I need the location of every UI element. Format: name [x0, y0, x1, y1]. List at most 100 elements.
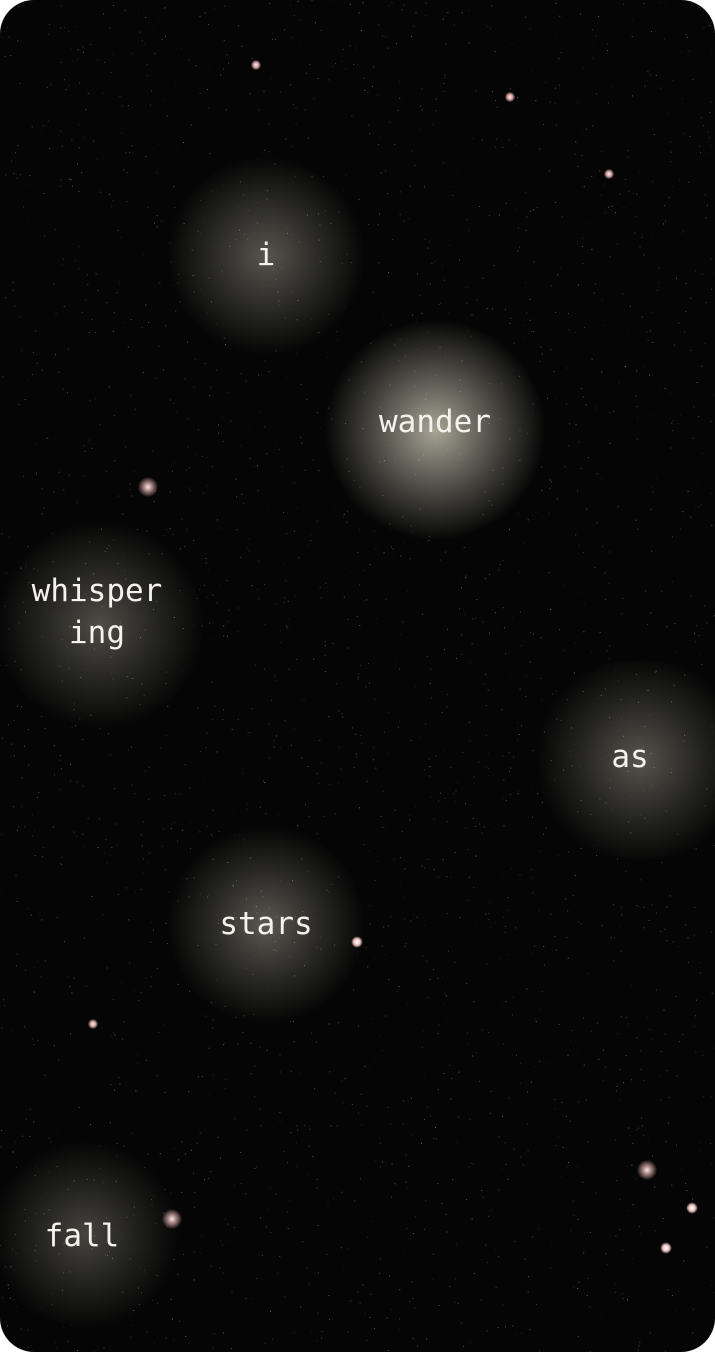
- noise-speck: [560, 1176, 561, 1177]
- noise-speck: [183, 628, 184, 629]
- noise-speck: [17, 145, 18, 146]
- noise-speck: [402, 9, 403, 10]
- noise-speck: [353, 64, 354, 65]
- noise-speck: [261, 891, 262, 892]
- word-stars[interactable]: stars: [219, 903, 312, 945]
- noise-speck: [488, 690, 489, 691]
- noise-speck: [610, 779, 611, 780]
- word-wander[interactable]: wander: [379, 401, 491, 443]
- noise-speck: [11, 1266, 12, 1267]
- noise-speck: [220, 75, 221, 76]
- noise-speck: [411, 740, 412, 741]
- noise-speck: [19, 404, 20, 405]
- noise-speck: [423, 96, 424, 97]
- noise-speck: [621, 613, 622, 614]
- noise-speck: [122, 513, 123, 514]
- noise-speck: [130, 489, 131, 490]
- noise-speck: [644, 254, 645, 255]
- noise-speck: [702, 1055, 703, 1056]
- noise-speck: [377, 619, 378, 620]
- noise-speck: [257, 589, 258, 590]
- noise-speck: [661, 591, 662, 592]
- noise-speck: [620, 925, 621, 926]
- noise-speck: [242, 46, 243, 47]
- noise-speck: [427, 656, 428, 657]
- noise-speck: [632, 1143, 633, 1144]
- noise-speck: [525, 283, 526, 284]
- noise-speck: [38, 792, 39, 793]
- noise-speck: [36, 473, 37, 474]
- noise-speck: [551, 760, 552, 761]
- noise-speck: [511, 868, 512, 869]
- noise-speck: [169, 892, 170, 893]
- noise-speck: [546, 828, 547, 829]
- noise-speck: [703, 1096, 704, 1097]
- noise-speck: [676, 1145, 677, 1146]
- noise-speck: [212, 1019, 213, 1020]
- noise-speck: [406, 943, 407, 944]
- noise-speck: [428, 859, 429, 860]
- noise-speck: [677, 834, 678, 835]
- noise-speck: [599, 798, 600, 799]
- noise-speck: [68, 1341, 69, 1342]
- noise-speck: [152, 25, 153, 26]
- noise-speck: [417, 543, 418, 544]
- noise-speck: [659, 2, 660, 3]
- noise-speck: [595, 36, 596, 37]
- noise-speck: [123, 1146, 124, 1147]
- noise-speck: [49, 24, 50, 25]
- noise-speck: [615, 1140, 616, 1141]
- noise-speck: [77, 782, 78, 783]
- noise-speck: [379, 136, 380, 137]
- noise-speck: [33, 1044, 34, 1045]
- word-i[interactable]: i: [257, 234, 276, 276]
- noise-speck: [223, 635, 224, 636]
- noise-speck: [638, 702, 639, 703]
- noise-speck: [429, 766, 430, 767]
- noise-speck: [570, 1230, 571, 1231]
- noise-speck: [711, 289, 712, 290]
- noise-speck: [71, 139, 72, 140]
- noise-speck: [122, 1039, 123, 1040]
- noise-speck: [544, 965, 545, 966]
- noise-speck: [28, 1218, 29, 1219]
- noise-speck: [570, 1121, 571, 1122]
- noise-speck: [426, 1339, 427, 1340]
- noise-speck: [41, 131, 42, 132]
- noise-speck: [517, 739, 518, 740]
- noise-speck: [2, 376, 3, 377]
- noise-speck: [560, 720, 561, 721]
- word-as[interactable]: as: [611, 736, 648, 778]
- noise-speck: [347, 254, 348, 255]
- noise-speck: [295, 107, 296, 108]
- noise-speck: [444, 75, 445, 76]
- noise-speck: [586, 509, 587, 510]
- noise-speck: [138, 1000, 139, 1001]
- noise-speck: [210, 639, 211, 640]
- noise-speck: [290, 84, 291, 85]
- noise-speck: [674, 345, 675, 346]
- noise-speck: [678, 423, 679, 424]
- noise-speck: [166, 735, 167, 736]
- noise-speck: [124, 1021, 125, 1022]
- noise-speck: [436, 110, 437, 111]
- noise-speck: [408, 1166, 409, 1167]
- noise-speck: [249, 261, 250, 262]
- noise-speck: [86, 300, 87, 301]
- noise-speck: [460, 578, 461, 579]
- noise-speck: [243, 194, 244, 195]
- noise-speck: [364, 1066, 365, 1067]
- noise-speck: [485, 674, 486, 675]
- noise-speck: [255, 956, 256, 957]
- noise-speck: [186, 470, 187, 471]
- noise-speck: [339, 747, 340, 748]
- noise-speck: [15, 152, 16, 153]
- noise-speck: [297, 107, 298, 108]
- noise-speck: [42, 488, 43, 489]
- word-whispering[interactable]: whisper ing: [32, 570, 163, 654]
- noise-speck: [197, 945, 198, 946]
- noise-speck: [363, 78, 364, 79]
- word-fall[interactable]: fall: [45, 1215, 120, 1257]
- noise-speck: [467, 1033, 468, 1034]
- noise-speck: [266, 469, 267, 470]
